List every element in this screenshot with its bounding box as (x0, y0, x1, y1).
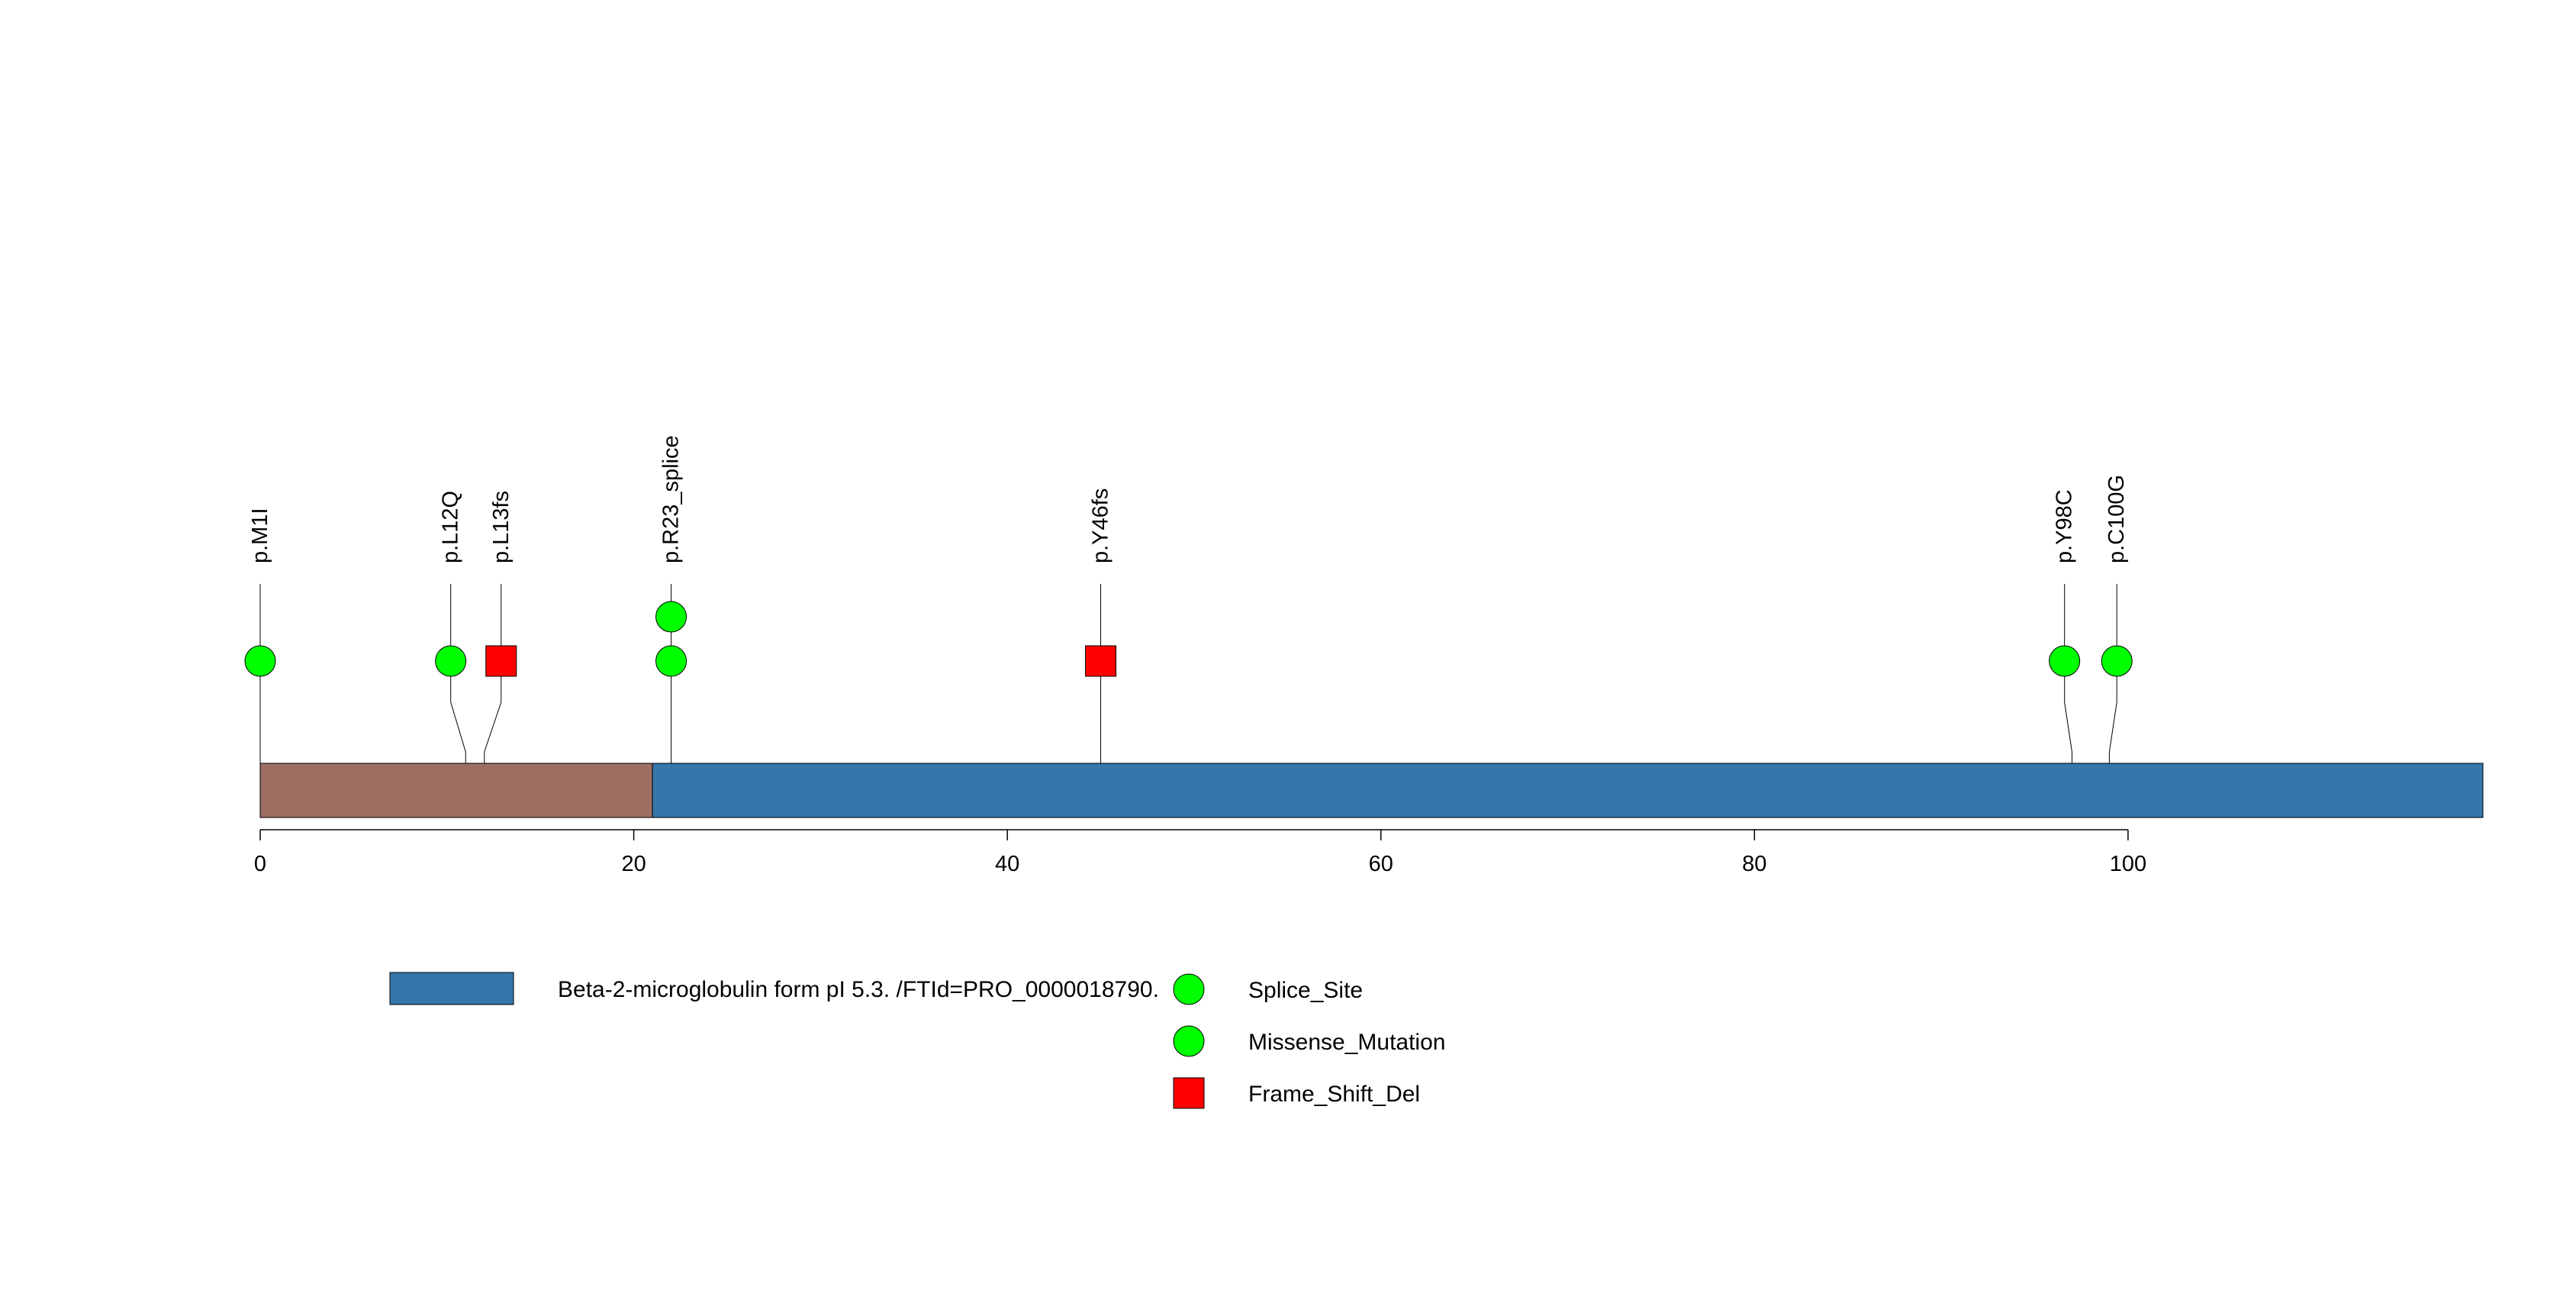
legend: Beta-2-microglobulin form pI 5.3. /FTId=… (389, 972, 1445, 1109)
mutation-label: p.L12Q (439, 491, 463, 563)
legend-frame-shift-del-symbol (1173, 1077, 1205, 1109)
x-axis-tick-label: 60 (1369, 852, 1393, 876)
mutation-stems (259, 584, 2117, 753)
legend-missense-mutation-symbol (1173, 1025, 1205, 1057)
mutation-label: p.R23_splice (659, 435, 684, 563)
missense-marker (435, 645, 467, 677)
missense-marker (2049, 645, 2081, 677)
mutation-label: p.L13fs (489, 491, 514, 563)
missense-marker (655, 645, 687, 677)
mutation-label: p.Y46fs (1089, 489, 1113, 563)
x-axis-tick-label: 80 (1742, 852, 1766, 876)
legend-frame-shift-del-label: Frame_Shift_Del (1248, 1082, 1420, 1107)
legend-splice-site-label: Splice_Site (1248, 978, 1363, 1003)
stem-knee-2 (484, 701, 502, 753)
mutation-label: p.Y98C (2053, 489, 2077, 563)
legend-domain-swatch (389, 972, 514, 1005)
frame-shift-del-marker (1085, 645, 1117, 677)
x-axis-tick-label: 40 (995, 852, 1019, 876)
missense-marker (2101, 645, 2133, 677)
x-axis: 0 20 40 60 80 100 (254, 829, 2146, 876)
stem-knee-5 (2064, 701, 2072, 753)
mutation-label: p.M1I (248, 508, 272, 563)
x-axis-tick-label: 100 (2110, 852, 2146, 876)
stem-knee-6 (2108, 701, 2117, 753)
x-axis-tick-label: 20 (621, 852, 646, 876)
x-axis-tick-label: 0 (254, 852, 266, 876)
legend-missense-mutation-label: Missense_Mutation (1248, 1030, 1445, 1055)
domain-segment-0 (259, 763, 653, 818)
protein-domains (259, 763, 2484, 818)
missense-marker (244, 645, 276, 677)
mutation-markers (244, 601, 2133, 677)
frame-shift-del-marker (485, 645, 517, 677)
legend-splice-site-symbol (1173, 973, 1205, 1005)
stem-knee-1 (450, 701, 466, 753)
domain-segment-1 (652, 763, 2484, 818)
splice-site-marker (655, 601, 687, 633)
legend-domain-label: Beta-2-microglobulin form pI 5.3. /FTId=… (558, 977, 1159, 1002)
mutation-labels: p.M1I p.L12Q p.L13fs p.R23_splice p.Y46fs p.Y… (248, 435, 2129, 563)
mutation-label: p.C100G (2104, 475, 2129, 563)
